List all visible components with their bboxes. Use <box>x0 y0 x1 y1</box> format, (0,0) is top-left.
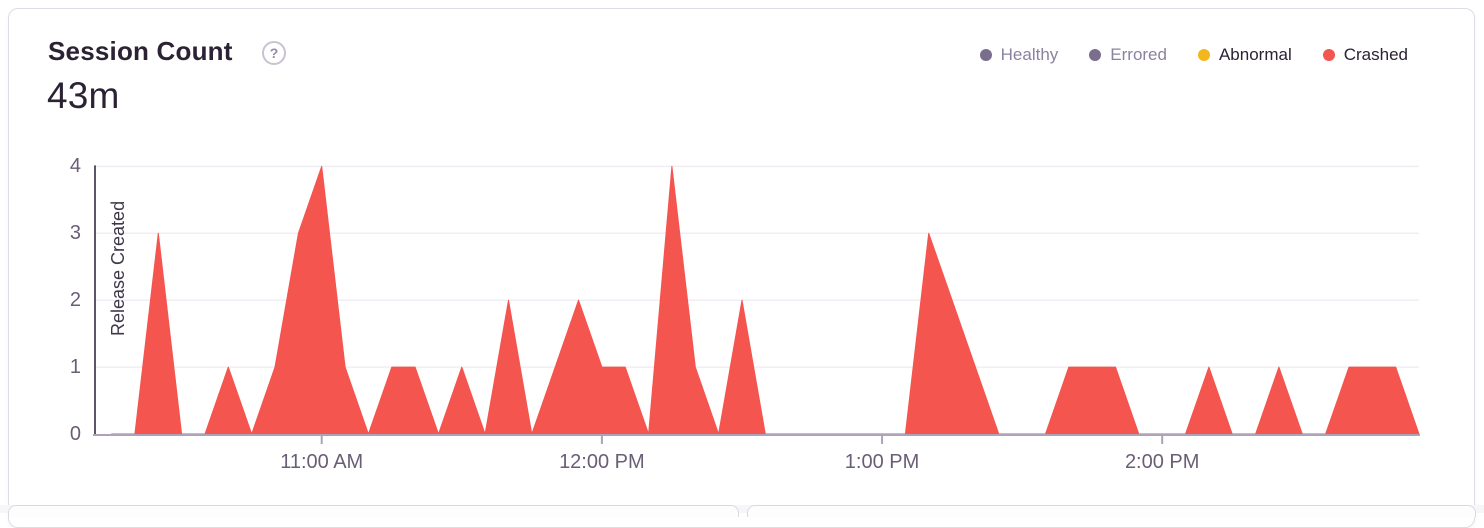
question-mark-glyph: ? <box>269 45 279 61</box>
x-axis-tick-label: 1:00 PM <box>844 451 920 473</box>
abnormal-dot-icon <box>1197 49 1210 61</box>
y-axis-tick-label: 0 <box>69 423 81 445</box>
legend-label: Healthy <box>1000 45 1059 64</box>
session-count-card: Session Count ? 43m Healthy Errored Abno… <box>8 8 1475 528</box>
x-axis-tick-label: 2:00 PM <box>1124 451 1200 473</box>
card-title: Session Count <box>48 36 233 66</box>
help-icon[interactable]: ? <box>262 41 286 65</box>
y-axis-tick-label: 3 <box>69 222 81 244</box>
x-axis-tick-label: 11:00 AM <box>280 451 364 473</box>
healthy-dot-icon <box>979 49 992 61</box>
session-total-value: 43m <box>47 75 120 116</box>
legend-item-errored[interactable]: Errored <box>1089 45 1167 65</box>
legend-label: Abnormal <box>1218 45 1292 64</box>
legend-label: Crashed <box>1343 45 1408 64</box>
y-axis-tick-label: 1 <box>69 356 81 378</box>
chart-legend: Healthy Errored Abnormal Crashed <box>979 42 1408 68</box>
legend-item-crashed[interactable]: Crashed <box>1322 45 1408 65</box>
y-axis-tick-label: 2 <box>69 289 81 311</box>
x-axis-tick-label: 12:00 PM <box>559 451 645 473</box>
crashed-dot-icon <box>1322 49 1335 61</box>
release-created-label: Release Created <box>108 200 128 336</box>
legend-item-healthy[interactable]: Healthy <box>979 45 1059 65</box>
legend-item-abnormal[interactable]: Abnormal <box>1197 45 1292 65</box>
next-card-top-right <box>747 505 1476 517</box>
session-count-area-chart[interactable] <box>9 9 1476 514</box>
legend-label: Errored <box>1110 45 1167 64</box>
y-axis-tick-label: 4 <box>69 155 81 177</box>
next-row-gutter <box>0 505 1484 517</box>
next-card-top-left <box>8 505 739 517</box>
errored-dot-icon <box>1089 49 1102 61</box>
